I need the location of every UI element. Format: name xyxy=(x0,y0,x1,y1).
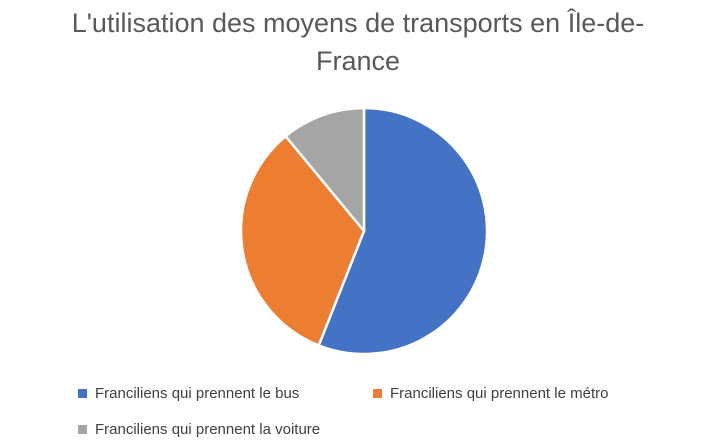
chart-title-line-2: France xyxy=(315,46,401,76)
pie-slice-voiture xyxy=(284,106,366,233)
legend-item-voiture: Franciliens qui prennent la voiture xyxy=(78,419,320,439)
legend-label-voiture: Franciliens qui prennent la voiture xyxy=(95,420,321,438)
pie-slice-metro xyxy=(239,134,366,347)
chart-title: L'utilisation des moyens de transports e… xyxy=(0,4,716,80)
legend-swatch-metro xyxy=(373,388,382,398)
legend-item-bus: Franciliens qui prennent le bus xyxy=(78,383,299,403)
legend-swatch-bus xyxy=(78,388,87,398)
legend-label-metro: Franciliens qui prennent le métro xyxy=(390,384,609,402)
legend-label-bus: Franciliens qui prennent le bus xyxy=(95,384,300,402)
chart-title-line-1: L'utilisation des moyens de transports e… xyxy=(71,8,645,38)
pie-slice-bus xyxy=(317,106,489,356)
legend-item-metro: Franciliens qui prennent le métro xyxy=(373,383,608,403)
legend-swatch-voiture xyxy=(78,424,87,434)
